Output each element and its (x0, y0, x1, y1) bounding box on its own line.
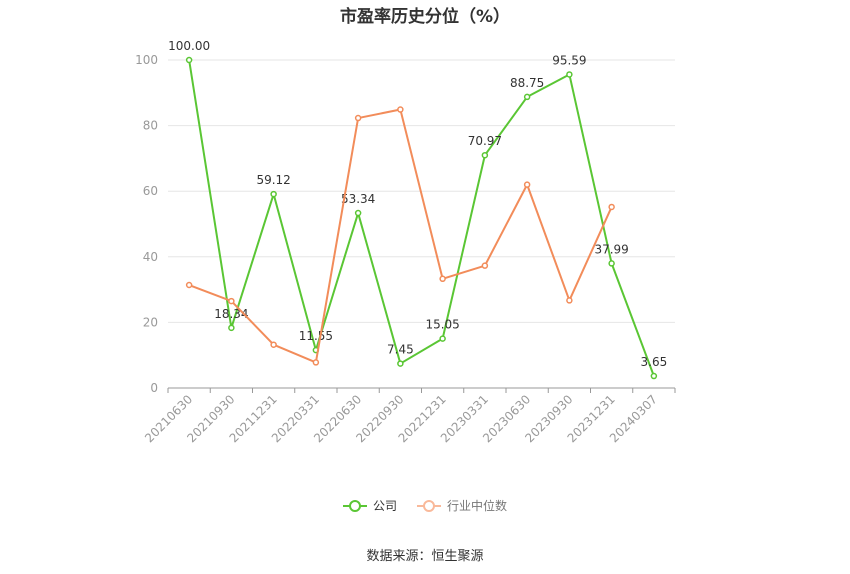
series-company-point (439, 335, 446, 342)
series-industry-median-point (312, 359, 320, 366)
y-tick-label: 0 (150, 381, 158, 395)
chart-title: 市盈率历史分位（%） (339, 7, 511, 27)
legend-swatch-industry-median (417, 499, 441, 513)
series-industry-median-point (481, 262, 489, 269)
y-tick-label: 20 (143, 315, 158, 329)
data-label: 3.65 (641, 355, 668, 369)
data-source-note: 数据来源：恒生聚源 (366, 549, 484, 564)
y-tick-label: 100 (135, 53, 158, 67)
series-industry-median-point (270, 341, 277, 348)
series-company-point (354, 209, 362, 217)
data-label: 95.59 (552, 53, 586, 67)
legend-label-industry-median: 行业中位数 (447, 499, 508, 513)
data-label: 70.97 (468, 134, 502, 148)
y-tick-label: 80 (143, 119, 158, 133)
series-company-point (566, 71, 573, 78)
data-label: 59.12 (256, 173, 290, 187)
data-label: 37.99 (594, 242, 628, 256)
legend-swatch-company (342, 499, 367, 513)
series-industry-median-point (523, 181, 531, 188)
series-company-point (481, 151, 489, 159)
series-industry-median-point (228, 297, 235, 305)
series-industry-median-point (608, 203, 615, 211)
data-label: 7.45 (387, 343, 414, 357)
series-industry-median-point (439, 275, 446, 283)
series-industry-median-point (566, 297, 573, 304)
series-industry-median-point (354, 114, 362, 122)
series-industry-median-line (188, 108, 613, 364)
legend-label-company: 公司 (372, 499, 397, 513)
chart-plot: 0204060801002021063020210930202112312022… (135, 39, 676, 445)
y-tick-label: 60 (143, 184, 158, 198)
series-company-point (185, 56, 193, 64)
data-label: 100.00 (168, 39, 210, 53)
data-label: 11.55 (299, 329, 333, 343)
series-company-point (397, 360, 404, 367)
legend-item-industry-median[interactable]: 行业中位数 (417, 497, 507, 514)
series-company-point (650, 372, 658, 380)
series-company-line (188, 59, 655, 377)
series-company-point (270, 190, 277, 198)
legend-item-company[interactable]: 公司 (342, 497, 397, 514)
data-label: 15.05 (425, 318, 459, 332)
series-industry-median-point (397, 106, 404, 113)
data-label: 88.75 (510, 76, 544, 90)
series-company-point (523, 93, 531, 101)
y-tick-label: 40 (143, 250, 158, 264)
series-company-point (608, 260, 615, 267)
data-label: 53.34 (341, 192, 375, 206)
series-company-point (228, 324, 235, 332)
series-industry-median-point (185, 281, 193, 289)
chart-legend: 公司 行业中位数 (0, 497, 850, 514)
